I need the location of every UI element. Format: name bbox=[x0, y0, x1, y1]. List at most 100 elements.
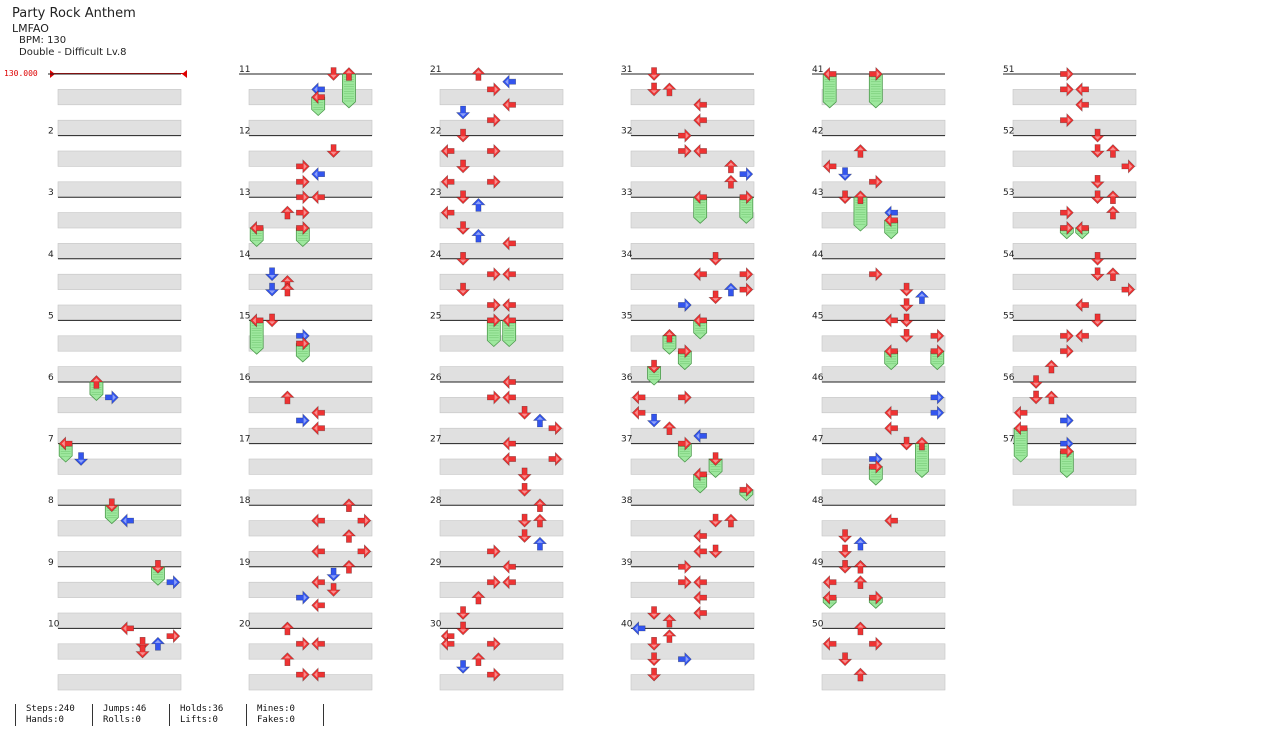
step-arrow-left bbox=[822, 159, 837, 174]
step-arrow-right bbox=[869, 636, 883, 652]
step-arrow-down bbox=[517, 482, 532, 497]
measure-28 bbox=[439, 504, 564, 568]
step-arrow-right bbox=[678, 436, 692, 451]
step-arrow-up bbox=[89, 375, 104, 389]
beat-stripe bbox=[57, 304, 182, 321]
step-arrow-right bbox=[296, 159, 310, 174]
measure-label: 9 bbox=[48, 558, 54, 568]
beat-stripe bbox=[439, 520, 564, 537]
measure-label: 57 bbox=[1003, 435, 1014, 445]
step-arrow-up bbox=[853, 536, 868, 551]
measure-label: 24 bbox=[430, 250, 442, 260]
beat-stripe bbox=[821, 181, 946, 198]
step-arrow-down bbox=[455, 621, 471, 636]
measure-label: 27 bbox=[430, 435, 441, 445]
measure-label: 49 bbox=[812, 558, 824, 568]
measure-label: 45 bbox=[812, 311, 823, 321]
measure-label: 31 bbox=[621, 65, 632, 75]
step-arrow-left bbox=[502, 74, 516, 89]
beat-stripe bbox=[1012, 243, 1137, 260]
step-arrow-down bbox=[646, 667, 662, 682]
measure-3 bbox=[57, 196, 182, 260]
step-arrow-left bbox=[884, 420, 898, 436]
difficulty-text: Double - Difficult Lv.8 bbox=[19, 47, 127, 58]
step-arrow-down bbox=[899, 328, 914, 343]
step-arrow-left bbox=[311, 667, 325, 682]
step-arrow-right bbox=[1060, 413, 1074, 428]
stat-steps: Steps:240 bbox=[26, 704, 75, 714]
step-arrow-left bbox=[120, 513, 134, 528]
step-arrow-right bbox=[296, 205, 310, 220]
step-arrow-down bbox=[326, 144, 341, 158]
beat-stripe bbox=[1012, 273, 1137, 290]
measure-46 bbox=[821, 381, 946, 444]
beat-stripe bbox=[248, 458, 373, 475]
step-arrow-left bbox=[884, 405, 898, 421]
measure-51 bbox=[1003, 73, 1137, 136]
beat-stripe bbox=[439, 581, 564, 598]
measure-4 bbox=[57, 258, 182, 321]
step-arrow-down bbox=[1090, 313, 1105, 328]
step-arrow-left bbox=[58, 436, 73, 451]
step-arrow-up bbox=[723, 159, 739, 174]
step-arrow-right bbox=[869, 459, 883, 474]
step-arrow-down bbox=[326, 567, 341, 582]
step-arrow-left bbox=[693, 590, 707, 605]
measure-55 bbox=[1012, 319, 1137, 383]
step-arrow-up bbox=[532, 498, 548, 513]
measure-label: 54 bbox=[1003, 250, 1015, 260]
step-arrow-down bbox=[646, 413, 662, 428]
measure-label: 55 bbox=[1003, 311, 1014, 321]
beat-stripe bbox=[630, 181, 755, 198]
step-arrow-right bbox=[930, 405, 945, 421]
step-arrow-down bbox=[646, 82, 662, 97]
beat-stripe bbox=[821, 212, 946, 229]
step-arrow-left bbox=[502, 236, 516, 251]
beat-stripe bbox=[57, 674, 182, 691]
step-arrow-left bbox=[502, 559, 516, 575]
beat-stripe bbox=[57, 150, 182, 167]
step-arrow-right bbox=[296, 174, 310, 190]
measure-18 bbox=[248, 504, 373, 568]
step-arrow-left bbox=[884, 513, 898, 528]
step-arrow-left bbox=[693, 97, 707, 113]
beat-stripe bbox=[439, 273, 564, 290]
step-arrow-up bbox=[1044, 359, 1059, 374]
step-arrow-down bbox=[899, 282, 914, 297]
measure-label: 36 bbox=[621, 373, 633, 383]
beat-stripe bbox=[821, 643, 946, 660]
step-arrow-right bbox=[357, 513, 372, 528]
measure-25 bbox=[439, 319, 564, 383]
beat-stripe bbox=[821, 243, 946, 260]
step-arrow-down bbox=[1028, 375, 1044, 389]
step-arrow-up bbox=[723, 513, 739, 528]
measure-38 bbox=[630, 504, 755, 568]
beat-stripe bbox=[57, 612, 182, 629]
step-arrow-down bbox=[326, 67, 341, 81]
measure-27 bbox=[439, 443, 564, 506]
step-arrow-right bbox=[296, 336, 310, 351]
beat-stripe bbox=[57, 181, 182, 198]
step-arrow-right bbox=[487, 82, 501, 97]
step-arrow-down bbox=[708, 452, 723, 466]
step-arrow-left bbox=[693, 112, 707, 128]
step-arrow-down bbox=[135, 644, 150, 659]
beat-stripe bbox=[57, 119, 182, 136]
step-arrow-up bbox=[723, 282, 739, 297]
measure-13 bbox=[248, 196, 373, 260]
beat-stripe bbox=[248, 643, 373, 660]
step-arrow-right bbox=[678, 343, 692, 359]
beat-stripe bbox=[630, 119, 755, 136]
measure-39 bbox=[630, 566, 755, 629]
measure-36 bbox=[630, 381, 755, 444]
step-arrow-left bbox=[311, 574, 325, 590]
stats-jumps-rolls: Jumps:46 Rolls:0 bbox=[92, 704, 146, 726]
beat-stripe bbox=[821, 89, 946, 106]
step-arrow-left bbox=[1075, 97, 1089, 113]
beat-stripe bbox=[1012, 150, 1137, 167]
step-arrow-left bbox=[502, 297, 516, 313]
step-arrow-right bbox=[487, 636, 501, 652]
hold-body bbox=[89, 381, 104, 401]
step-arrow-left bbox=[1013, 420, 1028, 436]
step-arrow-right bbox=[930, 328, 945, 344]
